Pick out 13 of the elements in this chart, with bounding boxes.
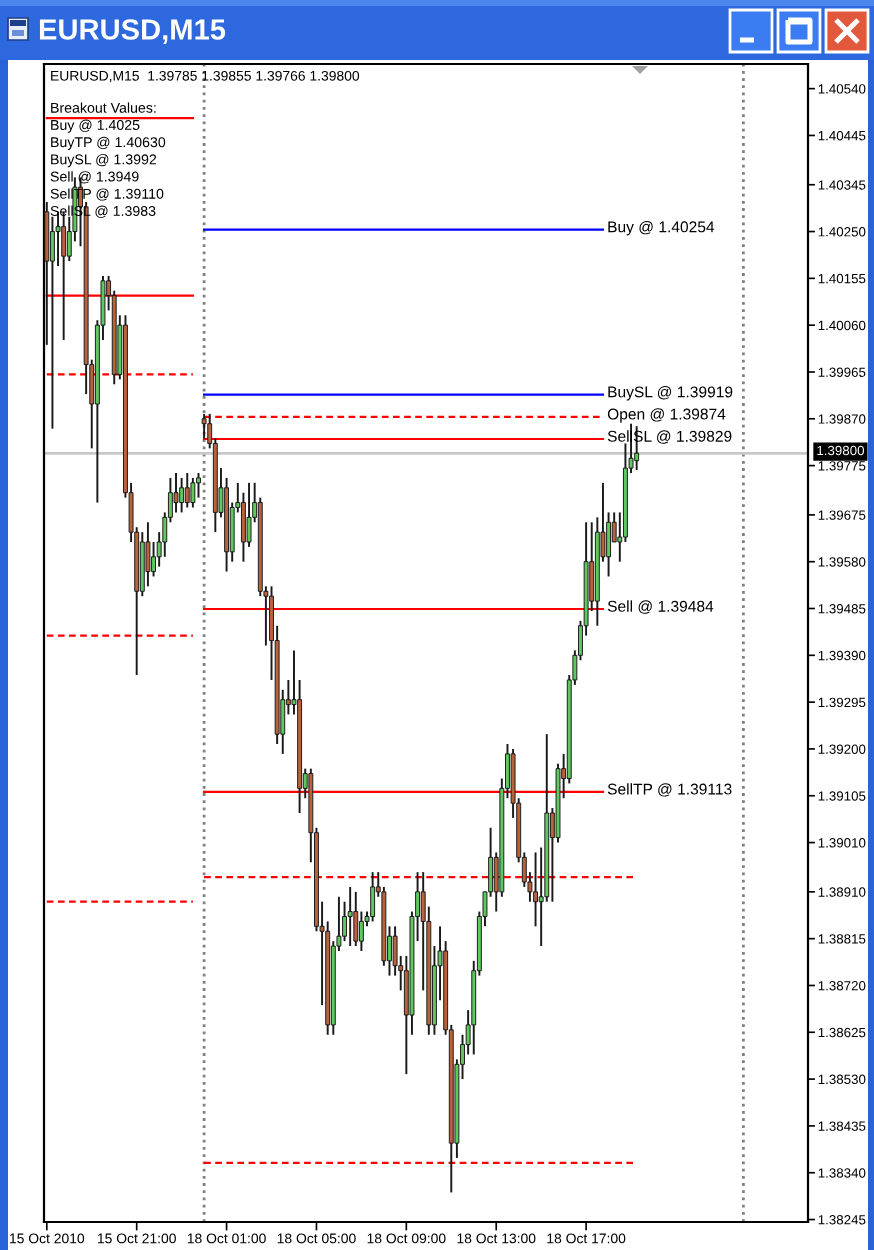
candlestick xyxy=(173,472,179,514)
candlestick xyxy=(145,521,151,588)
candlestick xyxy=(184,472,190,509)
candlestick xyxy=(179,476,185,514)
candlestick xyxy=(190,476,196,509)
chart-title: EURUSD,M15 xyxy=(39,19,226,45)
candlestick xyxy=(353,890,359,948)
candlestick xyxy=(201,412,207,440)
candlestick xyxy=(370,871,376,923)
candlestick xyxy=(246,481,252,548)
candlestick xyxy=(196,472,201,499)
candlestick xyxy=(347,885,353,948)
candlestick xyxy=(240,491,246,563)
